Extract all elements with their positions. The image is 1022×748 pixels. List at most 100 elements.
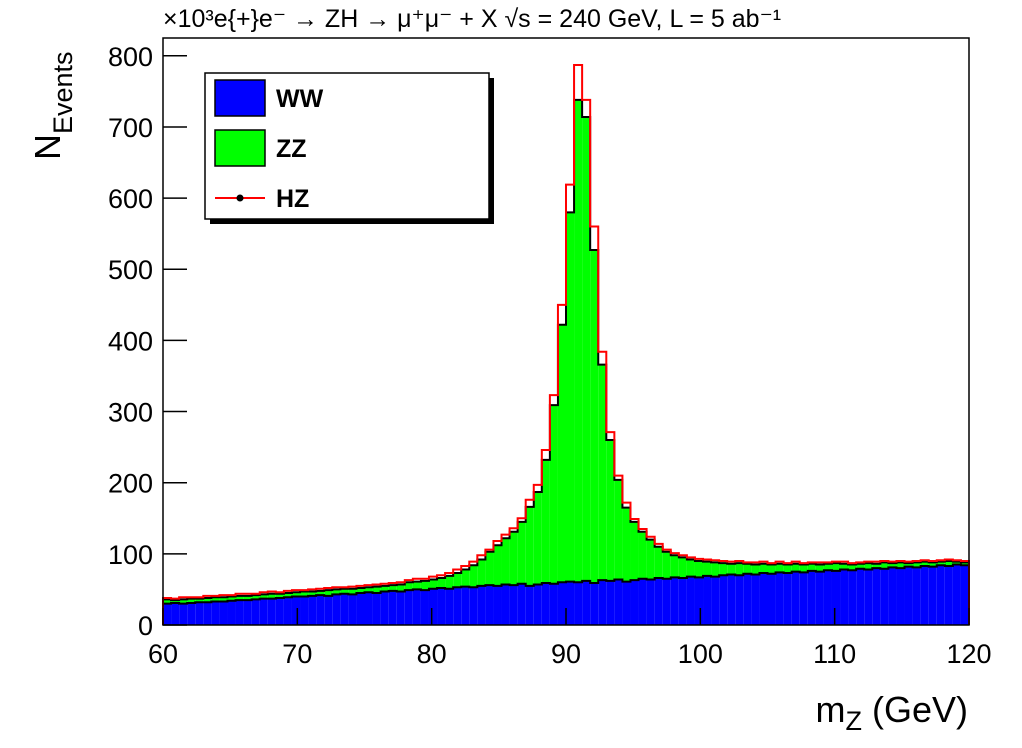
histogram-bar [767, 573, 776, 625]
histogram-bar [791, 571, 800, 625]
histogram-bar [590, 583, 599, 625]
histogram-bar [275, 593, 284, 598]
histogram-bar [936, 565, 945, 625]
histogram-bar [437, 578, 446, 589]
histogram-bar [517, 521, 526, 584]
histogram-bar [308, 591, 317, 596]
histogram-bar [356, 592, 365, 625]
histogram-bar [163, 599, 172, 604]
histogram-bar [340, 593, 349, 625]
y-tick-label: 0 [138, 611, 153, 641]
y-label-sub: Events [48, 51, 78, 134]
chart-title: ×10³e{+}e⁻ → ZH → μ⁺μ⁻ + X √s = 240 GeV,… [163, 5, 781, 33]
histogram-bar [719, 563, 728, 576]
x-tick-label: 70 [282, 639, 312, 669]
histogram-bar [807, 570, 816, 625]
histogram-bar [203, 602, 212, 625]
histogram-bar [558, 305, 566, 325]
histogram-bar [727, 563, 736, 575]
histogram-bar [163, 603, 172, 625]
histogram-bar [380, 591, 389, 625]
histogram-bar [670, 577, 679, 625]
histogram-bar [888, 563, 897, 568]
histogram-bar [316, 590, 325, 596]
histogram-bar [815, 564, 824, 572]
histogram-bar [461, 586, 470, 625]
histogram-bar [743, 563, 752, 574]
histogram-bar [574, 65, 582, 100]
histogram-bar [904, 563, 913, 567]
histogram-bar [259, 594, 268, 599]
histogram-bar [840, 563, 849, 570]
histogram-bar [541, 459, 550, 584]
histogram-bar [517, 583, 526, 625]
histogram-bar [364, 592, 373, 625]
histogram-bar [453, 573, 462, 588]
histogram-bar [662, 578, 671, 625]
histogram-bar [711, 562, 720, 577]
histogram-bar [880, 568, 889, 625]
histogram-bar [582, 580, 591, 625]
histogram-bar [678, 578, 687, 625]
histogram-bar [598, 352, 606, 365]
histogram-bar [428, 579, 438, 589]
histogram-bar [179, 599, 188, 604]
histogram-bar [630, 580, 639, 625]
histogram-bar [428, 588, 438, 625]
x-tick-label: 120 [946, 639, 991, 669]
histogram-bar [630, 521, 639, 581]
histogram-bar [678, 557, 687, 579]
histogram-bar [332, 589, 341, 595]
histogram-bar [300, 596, 309, 625]
histogram-bar [340, 588, 349, 594]
y-tick-label: 600 [108, 184, 153, 214]
histogram-bar [412, 589, 421, 625]
histogram-bar [211, 597, 220, 602]
histogram-bar [654, 578, 663, 625]
y-label-main: N [27, 134, 68, 160]
histogram-bar [888, 567, 897, 625]
histogram-bar [606, 440, 615, 581]
histogram-bar [920, 565, 929, 625]
histogram-bar [928, 566, 937, 625]
y-tick-label: 700 [108, 113, 153, 143]
histogram-bar [195, 598, 204, 603]
histogram-bar [267, 598, 276, 625]
histogram-bar [534, 485, 542, 492]
histogram-bar [856, 563, 865, 569]
histogram-bar [420, 580, 429, 591]
histogram-bar [622, 507, 631, 582]
histogram-bar [566, 185, 574, 213]
legend-label: ZZ [276, 135, 307, 163]
histogram-bar [783, 573, 792, 625]
histogram-bar [598, 364, 607, 581]
histogram-bar [743, 573, 752, 625]
histogram-bar [324, 590, 333, 596]
histogram-bar [275, 597, 284, 625]
histogram-bar [291, 592, 301, 597]
histogram-bar [912, 562, 921, 568]
histogram-bar [388, 585, 397, 591]
histogram-bar [759, 563, 768, 574]
x-tick-label: 80 [417, 639, 447, 669]
histogram-bar [840, 569, 849, 625]
histogram-bar [944, 565, 953, 625]
histogram-bar [348, 588, 357, 595]
histogram-bar [227, 600, 236, 625]
histogram-bar [598, 580, 607, 625]
histogram-bar [404, 590, 413, 625]
histogram-bar [211, 601, 220, 625]
histogram-bar [582, 100, 590, 117]
histogram-bar [727, 574, 736, 625]
histogram-bar [831, 570, 841, 625]
histogram-bar [823, 563, 832, 571]
histogram-bar [928, 562, 937, 567]
histogram-bar [574, 582, 583, 625]
histogram-bar [856, 568, 865, 625]
histogram-outline [162, 563, 970, 625]
histogram-bar [291, 596, 301, 625]
histogram-bar [783, 564, 792, 574]
histogram-bar [799, 572, 808, 625]
histogram-bar [694, 577, 704, 625]
